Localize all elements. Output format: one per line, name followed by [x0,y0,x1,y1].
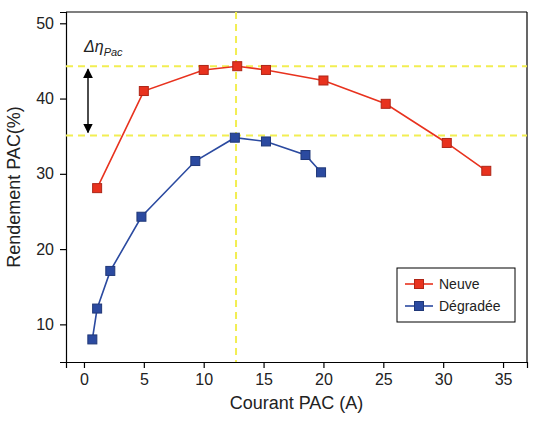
legend-marker [415,302,424,311]
marker [261,137,270,146]
tick-label: 20 [36,241,54,258]
legend-label: Neuve [439,276,480,292]
legend-label: Dégradée [439,298,501,314]
tick: 5 [140,362,149,388]
marker [106,266,115,275]
frame [526,12,527,362]
tick: 0 [80,362,89,388]
tick-label: 5 [140,371,149,388]
tick-mark [204,362,205,368]
axis-line [67,363,528,369]
tick: 15 [255,362,273,388]
marker [261,65,270,74]
tick-label: 35 [495,371,513,388]
y-axis-title: Rendement PAC(%) [4,106,24,268]
tick-mark [263,362,264,368]
tick-mark [503,362,504,368]
legend-entry: Neuve [405,276,480,292]
data-area [66,12,527,362]
annotation-text: Δη [83,38,104,55]
annotation-subscript: Pac [104,46,123,58]
marker [233,62,242,71]
tick-label: 20 [315,371,333,388]
tick: 30 [36,165,66,182]
tick-mark [60,174,66,175]
marker [88,335,97,344]
tick-label: 10 [36,316,54,333]
tick-label: 40 [36,90,54,107]
series-line [97,66,486,188]
marker [381,99,390,108]
y-axis: 10 20 30 40 50 [36,13,66,363]
legend: Neuve Dégradée [397,268,515,322]
marker [137,212,146,221]
tick: 30 [435,362,453,388]
marker [482,166,491,175]
tick: 20 [36,241,66,258]
axis-line [60,13,67,363]
marker [191,157,200,166]
marker [442,138,451,147]
tick: 50 [36,15,66,32]
series-line [92,138,321,340]
annotation-arrow [87,69,88,132]
tick: 10 [36,316,66,333]
marker [93,184,102,193]
legend-box [397,268,515,322]
tick: 40 [36,90,66,107]
marker [93,304,102,313]
tick-mark [84,362,85,368]
tick-mark [60,324,66,325]
tick-mark [383,362,384,368]
legend-marker [415,280,424,289]
x-axis-title: Courant PAC (A) [230,393,364,413]
legend-entry: Dégradée [405,298,501,314]
marker [301,151,310,160]
tick: 10 [195,362,213,388]
tick: 25 [375,362,393,388]
tick-label: 30 [435,371,453,388]
tick-mark [60,23,66,24]
tick-label: 30 [36,165,54,182]
tick-mark [443,362,444,368]
reference-line [66,134,527,136]
marker [199,65,208,74]
frame [66,11,527,12]
marker [230,133,239,142]
tick-label: 10 [195,371,213,388]
tick: 20 [315,362,333,388]
tick-mark [60,249,66,250]
marker [319,76,328,85]
tick: 35 [495,362,513,388]
annotation: ΔηPac [83,38,123,58]
tick-mark [323,362,324,368]
tick-label: 25 [375,371,393,388]
reference-line [66,65,527,67]
tick-label: 50 [36,15,54,32]
marker [139,87,148,96]
tick-mark [144,362,145,368]
tick-mark [60,98,66,99]
tick-label: 0 [80,371,89,388]
chart: 0 5 10 15 20 25 30 35 10 20 30 40 50 ΔηPac Neuve Dégrad… [0,0,539,423]
plot: 0 5 10 15 20 25 30 35 10 20 30 40 50 ΔηPac Neuve Dégrad… [36,12,527,388]
tick-label: 15 [255,371,273,388]
marker [317,168,326,177]
x-axis: 0 5 10 15 20 25 30 35 [67,362,528,388]
